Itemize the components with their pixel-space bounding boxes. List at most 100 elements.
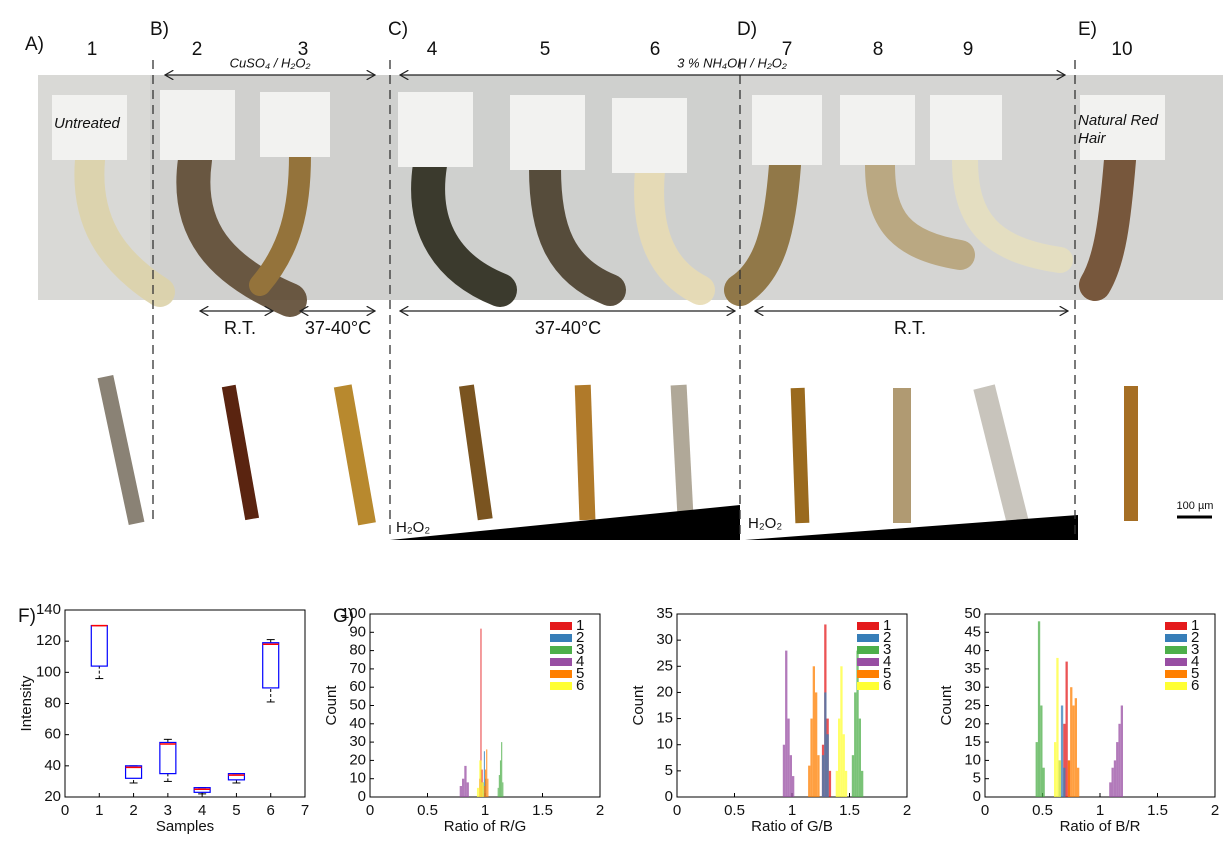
x-tick-label: 6 [267,802,275,819]
y-tick-label: 140 [36,601,61,618]
y-tick-label: 10 [349,770,366,787]
y-tick-label: 20 [656,683,673,700]
histogram-bar [815,692,818,797]
histogram-bar [466,782,469,797]
histogram-bar [1065,661,1068,797]
x-tick-label: 2 [596,802,604,819]
histogram-bar [817,755,820,797]
annotation: H₂O₂ [748,515,782,532]
legend-swatch [550,634,572,642]
histogram-bar [1113,760,1117,797]
panel-label: D) [737,19,757,40]
x-tick-label: 2 [903,802,911,819]
histogram-bar [821,755,825,797]
sample-number: 7 [782,39,793,60]
y-tick-label: 35 [964,660,981,677]
x-axis-label: Ratio of R/G [444,818,527,835]
histogram-bar [828,770,832,797]
legend-label: 4 [883,653,891,670]
histogram-bar [826,734,829,797]
y-axis-label: Count [938,685,955,726]
legend-swatch [857,622,879,630]
histogram-bar [810,718,813,797]
legend-swatch [1165,670,1187,678]
histogram-bar [1070,687,1073,797]
legend-swatch [1165,682,1187,690]
y-tick-label: 80 [349,642,366,659]
panel-label: C) [388,19,408,40]
histogram-bar [459,786,462,797]
legend-label: 3 [1191,641,1199,658]
sample-number: 6 [650,39,661,60]
histogram-bar [787,718,790,797]
histogram-bar [854,692,857,797]
x-axis-label: Ratio of B/R [1060,818,1141,835]
sample-number: 2 [192,39,203,60]
histogram-bar [479,760,482,797]
annotation: Natural Red [1078,112,1159,129]
histogram-bar [1067,760,1071,797]
y-tick-label: 80 [44,694,61,711]
box [124,765,143,779]
histogram-bar [785,650,788,797]
separators [152,60,1076,540]
y-axis-label: Count [630,685,647,726]
x-tick-label: 1 [788,802,796,819]
y-tick-label: 10 [964,751,981,768]
box [159,741,177,775]
histogram-bar [861,770,864,797]
histogram-bar [842,734,845,797]
histogram-bar [856,650,859,797]
x-tick-label: 2 [129,802,137,819]
annotation: Untreated [54,115,121,132]
histogram-bar [1109,782,1112,797]
y-tick-label: 100 [341,605,366,622]
legend-swatch [1165,622,1187,630]
histogram-bar [487,778,489,797]
legend-label: 3 [576,641,584,658]
y-tick-label: 5 [973,770,981,787]
histogram-bar [851,755,855,797]
legend-label: 5 [1191,665,1199,682]
legend-swatch [550,622,572,630]
x-tick-label: 2 [1211,802,1219,819]
y-tick-label: 35 [656,605,673,622]
legend-swatch [550,682,572,690]
legend-swatch [550,658,572,666]
y-tick-label: 5 [665,762,673,779]
histogram-bar [476,787,480,797]
histogram-bar [499,760,502,797]
y-tick-label: 20 [44,788,61,805]
x-tick-label: 4 [198,802,206,819]
x-tick-label: 0 [673,802,681,819]
legend-swatch [857,658,879,666]
box [193,787,211,793]
histogram-bar [808,765,811,797]
legend-label: 1 [883,617,891,634]
histogram-bar [789,755,792,797]
y-tick-label: 45 [964,623,981,640]
box [227,773,246,781]
histogram-bar [502,782,504,797]
histogram-bar [1120,705,1123,797]
histogram-bar [1063,767,1066,797]
histogram-bar [464,765,467,797]
sample-number: 1 [87,39,98,60]
histogram-bar [1077,767,1080,797]
histogram-bar [1060,705,1064,797]
histogram-bar [481,782,484,797]
legend-label: 1 [1191,617,1199,634]
histogram-bar [792,776,795,797]
histogram-bar [462,778,465,797]
y-tick-label: 30 [964,678,981,695]
y-tick-label: 40 [964,642,981,659]
histogram-bar [782,744,786,797]
legend-swatch [1165,646,1187,654]
y-tick-label: 60 [44,726,61,743]
legend-swatch [857,682,879,690]
legend-swatch [857,646,879,654]
legend-label: 5 [576,665,584,682]
annotation: CuSO₄ / H₂O₂ [230,55,311,70]
histogram-bar [1037,621,1041,797]
y-tick-label: 60 [349,678,366,695]
